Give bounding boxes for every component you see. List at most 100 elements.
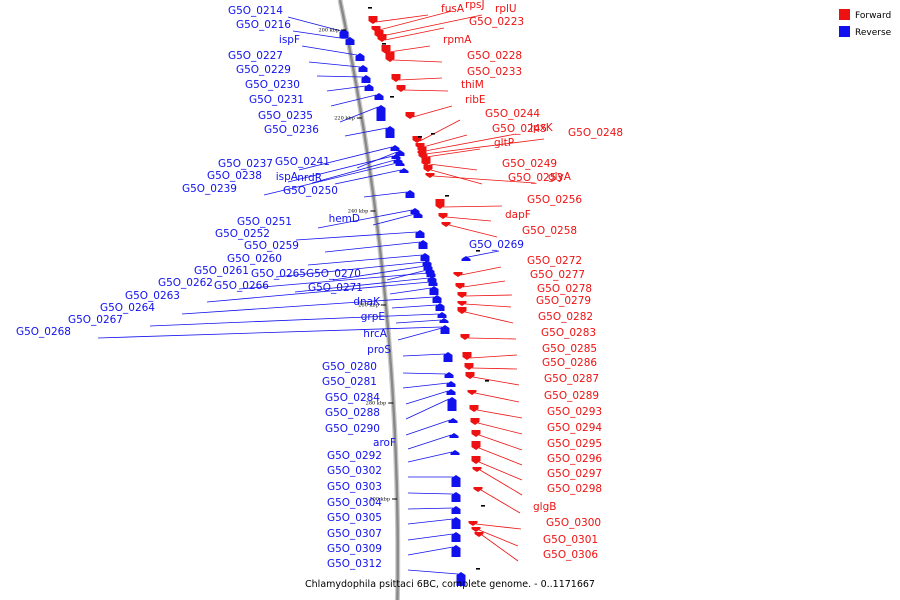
reverse-gene-label: ispF — [279, 34, 300, 46]
minor-feature-mark — [382, 43, 386, 45]
reverse-gene-label: ispA — [276, 171, 299, 183]
leader-line — [480, 489, 521, 514]
forward-gene-feature — [368, 16, 378, 24]
forward-gene-feature — [465, 372, 475, 379]
reverse-gene-feature — [447, 397, 457, 411]
reverse-gene-feature — [456, 572, 466, 586]
forward-gene-feature — [453, 272, 463, 277]
leader-line — [476, 409, 523, 419]
reverse-gene-feature — [432, 295, 442, 303]
forward-gene-feature — [473, 487, 483, 492]
leader-line — [295, 231, 418, 241]
leader-line — [395, 319, 442, 324]
reverse-gene-label: G5O_0236 — [264, 124, 319, 136]
leader-line — [464, 311, 514, 324]
forward-gene-feature — [457, 307, 467, 314]
leader-line — [469, 354, 518, 359]
forward-gene-feature — [396, 85, 406, 92]
reverse-gene-label: G5O_0268 — [16, 326, 71, 338]
scale-tick-label: 280 kbp — [366, 401, 387, 407]
minor-feature-mark — [431, 133, 435, 135]
forward-gene-label: G5O_0245 — [492, 123, 547, 135]
scale-ticks: 200 kbp 220 kbp 240 kbp 260 kbp 280 kbp 300 k… — [318, 28, 398, 503]
reverse-gene-feature — [450, 450, 460, 455]
reverse-gene-feature — [444, 372, 454, 378]
leader-line — [384, 27, 445, 41]
leader-line — [149, 313, 440, 327]
leader-line — [424, 138, 545, 155]
reverse-gene-feature — [418, 240, 428, 249]
leader-line — [475, 523, 522, 530]
leader-line — [472, 376, 520, 386]
forward-gene-label: G5O_0297 — [547, 468, 602, 480]
reverse-gene-label: G5O_0303 — [327, 481, 382, 493]
reverse-gene-feature — [415, 230, 425, 238]
forward-gene-label: G5O_0306 — [543, 549, 598, 561]
leader-line — [478, 447, 523, 466]
forward-gene-label: G5O_0278 — [537, 283, 592, 295]
leader-line — [391, 304, 438, 309]
leader-line — [412, 105, 453, 118]
reverse-gene-label: G5O_0263 — [125, 290, 180, 302]
reverse-gene-label: G5O_0281 — [322, 376, 377, 388]
forward-gene-feature — [441, 222, 451, 227]
leader-line — [405, 398, 450, 420]
leader-line — [422, 134, 468, 148]
leader-line — [292, 30, 348, 40]
reverse-gene-label: G5O_0259 — [244, 240, 299, 252]
legend-forward-swatch — [839, 9, 850, 20]
reverse-gene-feature — [374, 93, 384, 100]
leader-line — [428, 163, 478, 171]
reverse-gene-label: G5O_0214 — [228, 5, 283, 17]
leader-line — [324, 241, 421, 253]
forward-gene-feature — [391, 74, 401, 82]
forward-gene-label: G5O_0233 — [467, 66, 522, 78]
leader-line — [407, 451, 453, 463]
scale-tick-label: 220 kbp — [334, 116, 355, 122]
forward-gene-label: G5O_0300 — [546, 517, 601, 529]
reverse-gene-feature — [361, 75, 371, 83]
forward-gene-label: G5O_0286 — [542, 357, 597, 369]
reverse-gene-label: nrdR — [297, 172, 322, 184]
leader-line — [460, 266, 502, 276]
scale-tick-label: 240 kbp — [348, 209, 369, 215]
forward-gene-label: G5O_0285 — [542, 343, 597, 355]
reverse-gene-label: G5O_0288 — [325, 407, 380, 419]
leader-line — [464, 303, 512, 308]
leader-line — [462, 280, 506, 288]
leader-line — [397, 327, 443, 341]
leader-line — [462, 250, 500, 259]
reverse-gene-label: grpE — [361, 311, 385, 323]
reverse-gene-feature — [399, 168, 409, 173]
minor-feature-mark — [481, 505, 485, 507]
leader-line — [389, 287, 432, 295]
leader-line — [474, 392, 520, 403]
reverse-gene-label: G5O_0267 — [68, 314, 123, 326]
reverse-gene-label: G5O_0269 — [469, 239, 524, 251]
forward-gene-label: lpxK — [530, 122, 554, 134]
forward-gene-feature — [468, 521, 478, 526]
forward-gene-feature — [421, 157, 431, 166]
reverse-gene-label: G5O_0292 — [327, 450, 382, 462]
reverse-gene-feature — [451, 545, 461, 557]
reverse-gene-label: G5O_0304 — [327, 497, 382, 509]
forward-gene-label: rpsJ — [465, 0, 485, 11]
reverse-gene-label: G5O_0251 — [237, 216, 292, 228]
reverse-gene-label: G5O_0307 — [327, 528, 382, 540]
leader-line — [407, 533, 454, 541]
leader-line — [375, 14, 429, 23]
forward-gene-label: rpmA — [443, 34, 472, 46]
leader-line — [405, 390, 449, 405]
reverse-gene-feature — [345, 37, 355, 45]
scale-tick-label: 300 kbp — [370, 497, 391, 503]
gene-features — [339, 7, 489, 586]
forward-gene-label: G5O_0258 — [522, 225, 577, 237]
forward-gene-label: G5O_0295 — [547, 438, 602, 450]
reverse-gene-feature — [420, 253, 430, 261]
minor-feature-mark — [476, 568, 480, 570]
leader-line — [430, 169, 483, 185]
reverse-gene-feature — [426, 271, 436, 277]
reverse-gene-feature — [422, 260, 432, 266]
leader-line — [407, 507, 454, 510]
